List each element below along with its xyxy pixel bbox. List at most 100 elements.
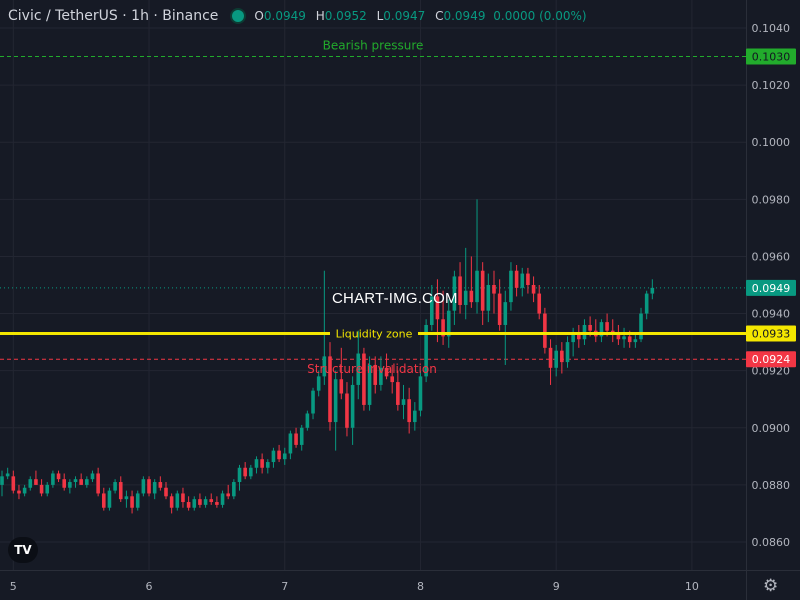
candle-body [181, 493, 185, 503]
bearish-pressure-label: Bearish pressure [323, 39, 424, 53]
candle [492, 270, 496, 314]
candle-body [339, 379, 344, 394]
candle-body [169, 496, 174, 508]
structure-invalidation-badge-label: 0.0924 [752, 353, 791, 366]
candle-body [480, 270, 485, 311]
candle-body [68, 482, 72, 488]
candle-body [175, 493, 180, 508]
candle-body [299, 427, 304, 445]
candle-body [186, 502, 191, 508]
candle [5, 467, 10, 480]
candle [124, 490, 129, 508]
candle-body [322, 356, 327, 377]
candle-body [232, 482, 236, 497]
candle-body [5, 473, 10, 477]
candle [401, 384, 406, 420]
candle-body [294, 433, 298, 445]
candle [599, 319, 604, 343]
candle-body [396, 382, 400, 405]
candle-body [96, 473, 100, 494]
candle [271, 447, 276, 468]
candle-body [39, 484, 44, 494]
price-tick-label: 0.0980 [752, 193, 791, 206]
candle [322, 270, 327, 385]
candle [243, 462, 247, 480]
candle-body [452, 276, 457, 311]
candle [339, 347, 344, 400]
candle-body [17, 490, 21, 494]
candle [265, 459, 270, 474]
candle-body [141, 479, 146, 494]
candle [311, 387, 315, 420]
candle [249, 464, 253, 480]
time-tick-label: 10 [685, 580, 699, 593]
candle-body [633, 339, 638, 343]
candle [463, 247, 468, 320]
price-tick-label: 0.0860 [752, 536, 791, 549]
candle-body [265, 462, 270, 468]
candle-body [209, 499, 214, 503]
candle [356, 330, 361, 400]
candle [554, 344, 558, 377]
gear-icon[interactable]: ⚙ [763, 576, 779, 596]
candle [418, 370, 423, 417]
candle [175, 490, 180, 511]
candle-body [418, 376, 423, 411]
candle-body [622, 336, 626, 340]
candle [96, 467, 100, 497]
liquidity-zone-badge-label: 0.0933 [752, 328, 791, 341]
candle [446, 299, 451, 348]
candle-body [192, 499, 197, 508]
candle-body [79, 479, 83, 485]
candle-body [509, 270, 513, 303]
candle-body [243, 467, 247, 477]
candle [593, 319, 598, 343]
candle [107, 487, 112, 511]
candle-body [492, 285, 496, 294]
candle-body [345, 393, 349, 428]
candle [45, 482, 50, 497]
candle [622, 327, 626, 348]
candle [633, 333, 638, 348]
candle-body [384, 367, 389, 377]
candle-body [429, 296, 434, 325]
candle [480, 262, 485, 325]
candle-body [554, 350, 558, 368]
price-tick-label: 0.0920 [752, 365, 791, 378]
candle [17, 484, 21, 500]
candle-body [56, 473, 61, 480]
candle-body [311, 390, 315, 414]
candle [68, 479, 72, 494]
candle [367, 356, 372, 411]
symbol-title[interactable]: Civic / TetherUS · 1h · Binance [8, 8, 219, 24]
candle [316, 370, 321, 397]
candle-body [62, 479, 67, 488]
candle-body [51, 473, 55, 485]
open-value: 0.0949 [263, 9, 306, 23]
candle [56, 470, 61, 483]
candle [497, 279, 502, 331]
candle [299, 424, 304, 451]
tradingview-logo-icon[interactable]: TV [8, 537, 38, 563]
liquidity-zone-label: Liquidity zone [336, 328, 413, 341]
candle [384, 353, 389, 380]
candle-body [107, 490, 112, 508]
candle [254, 456, 259, 474]
price-tick-label: 0.0900 [752, 422, 791, 435]
candle-body [644, 293, 649, 314]
candle [158, 476, 163, 491]
candle [147, 476, 151, 497]
candle [192, 496, 197, 511]
candle [11, 470, 16, 494]
candle-body [446, 310, 451, 337]
candle [277, 444, 281, 463]
candle-body [158, 482, 163, 488]
candle [51, 470, 55, 488]
last-price-badge-label: 0.0949 [752, 282, 791, 295]
candle-body [113, 482, 117, 491]
candle [390, 364, 394, 394]
candle-body [164, 487, 168, 497]
candle-body [616, 333, 621, 340]
candle-body [271, 450, 276, 463]
